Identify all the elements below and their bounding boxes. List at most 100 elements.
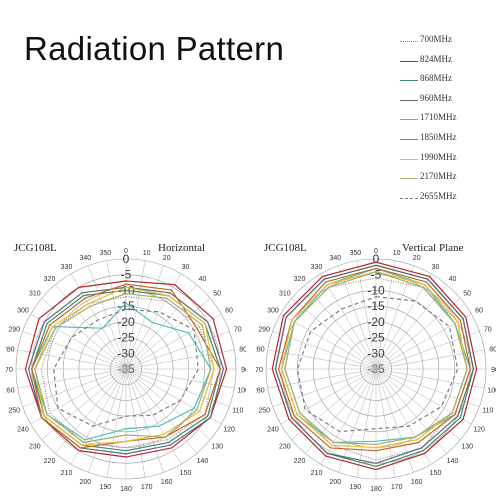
angle-tick-label: 180 [120,486,132,493]
grid-spoke [125,368,164,473]
angle-tick-label: 180 [370,486,382,493]
page-title: Radiation Pattern [24,30,285,67]
angle-tick-label: 130 [211,443,223,450]
angle-tick-label: 120 [473,427,485,434]
angle-tick-label: 80 [489,346,496,353]
angle-tick-label: 110 [482,408,493,415]
angle-tick-label: 160 [411,479,423,486]
angle-tick-label: 140 [447,458,459,465]
grid-spoke [125,368,146,478]
angle-tick-label: 330 [311,264,323,271]
angle-tick-label: 230 [29,443,41,450]
horizontal-plot: 0-5-10-15-20-25-30-350102030405060708090… [6,238,246,500]
angle-tick-label: 30 [182,264,190,271]
legend-swatch [400,197,418,199]
series-line [34,292,212,444]
angle-tick-label: 60 [475,308,483,315]
grid-spoke [375,284,447,370]
angle-tick-label: 220 [294,458,306,465]
angle-tick-label: 280 [256,346,265,353]
angle-tick-label: 10 [143,250,151,257]
legend-label: 700MHz [420,34,452,44]
series-line [24,280,228,458]
legend-item: 1710MHz [398,110,498,130]
angle-tick-label: 0 [124,248,128,255]
angle-tick-label: 50 [213,291,221,298]
legend-label: 2170MHz [420,171,457,182]
angle-tick-label: 310 [279,291,291,298]
angle-tick-label: 100 [237,388,246,395]
angle-tick-label: 40 [199,276,207,283]
grid-spoke [70,273,127,370]
angle-tick-label: 300 [17,308,29,315]
angle-tick-label: 70 [234,326,242,333]
angle-tick-label: 30 [432,264,440,271]
angle-tick-label: 250 [8,408,20,415]
grid-spoke [88,265,127,370]
legend-swatch [400,158,418,160]
vertical-plot: 0-5-10-15-20-25-30-350102030405060708090… [256,238,496,500]
grid-spoke [125,331,230,370]
grid-spoke [88,368,127,473]
angle-tick-label: 240 [17,427,29,434]
legend-swatch [400,60,418,62]
angle-tick-label: 260 [256,388,265,395]
angle-tick-label: 90 [241,367,246,374]
series-line [27,286,225,455]
angle-tick-label: 50 [463,291,471,298]
angle-tick-label: 270 [256,367,263,374]
legend-swatch [400,119,418,121]
grid-spoke [338,265,377,370]
angle-tick-label: 10 [393,250,401,257]
grid-spoke [375,368,485,389]
legend-item: 960MHz [398,91,498,111]
grid-spoke [375,273,432,370]
angle-tick-label: 250 [258,408,270,415]
legend-swatch [400,80,418,82]
legend-item: 700MHz [398,32,498,52]
vertical-plot-label: Vertical Plane [402,242,464,254]
grid-spoke [320,273,377,370]
series-line [271,261,478,471]
series-line [274,264,475,464]
series-line [53,308,199,427]
grid-spoke [280,313,377,370]
angle-tick-label: 120 [223,427,235,434]
angle-tick-label: 240 [267,427,279,434]
angle-tick-label: 170 [141,484,153,491]
angle-tick-label: 340 [329,255,341,262]
angle-tick-label: 320 [44,276,56,283]
grid-spoke [291,368,377,440]
grid-spoke [305,368,377,454]
grid-spoke [375,368,414,473]
series-line [281,270,468,449]
angle-tick-label: 60 [225,308,233,315]
legend-item: 2170MHz [398,169,498,189]
legend-swatch [400,99,418,101]
grid-spoke [356,368,377,478]
angle-tick-label: 190 [349,484,361,491]
angle-tick-label: 280 [6,346,15,353]
series-line [284,270,468,446]
legend-swatch [400,138,418,140]
grid-spoke [267,368,377,389]
angle-tick-label: 170 [391,484,403,491]
series-line [284,277,468,461]
angle-tick-label: 90 [491,367,496,374]
grid-spoke [356,260,377,370]
angle-tick-label: 320 [294,276,306,283]
legend-swatch [400,41,418,42]
vertical-polar-chart: 0-5-10-15-20-25-30-350102030405060708090… [256,248,496,493]
angle-tick-label: 190 [99,484,111,491]
angle-tick-label: 200 [79,479,91,486]
angle-tick-label: 230 [279,443,291,450]
angle-tick-label: 310 [29,291,41,298]
grid-spoke [338,368,377,473]
angle-tick-label: 160 [161,479,173,486]
angle-tick-label: 130 [461,443,473,450]
legend-label: 1710MHz [420,112,457,123]
horizontal-plot-model: JCG108L [14,242,57,254]
legend-label: 960MHz [420,92,452,103]
angle-tick-label: 340 [79,255,91,262]
grid-spoke [375,368,480,407]
